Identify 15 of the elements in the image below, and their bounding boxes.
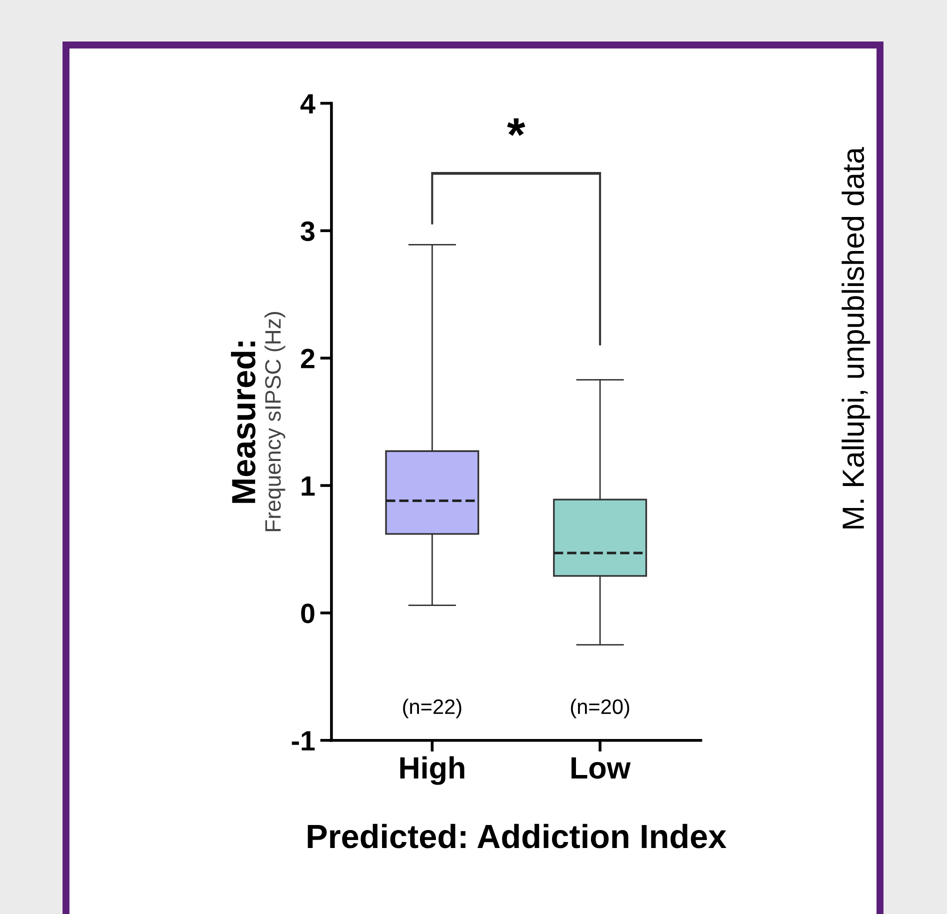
- x-axis-title: Predicted: Addiction Index: [308, 824, 726, 848]
- text: Measured:: [230, 342, 256, 503]
- y-tick-label: 4: [300, 94, 316, 114]
- y-tick-label: 3: [300, 221, 314, 242]
- y-tick-label: -1: [292, 731, 315, 750]
- y-tick-label: 2: [300, 348, 314, 368]
- x-tick-label: High: [400, 756, 464, 785]
- y-axis-title: Frequency sIPSC (Hz): [264, 312, 286, 532]
- annotation: (n=20): [570, 698, 630, 718]
- y-tick-label: 0: [301, 604, 314, 624]
- annotation: *: [507, 118, 526, 136]
- text: M. Kallupi, unpublished data: [842, 147, 870, 528]
- y-tick-label: 1: [302, 476, 315, 496]
- annotation: (n=22): [403, 698, 462, 718]
- x-tick-label: Low: [572, 757, 631, 779]
